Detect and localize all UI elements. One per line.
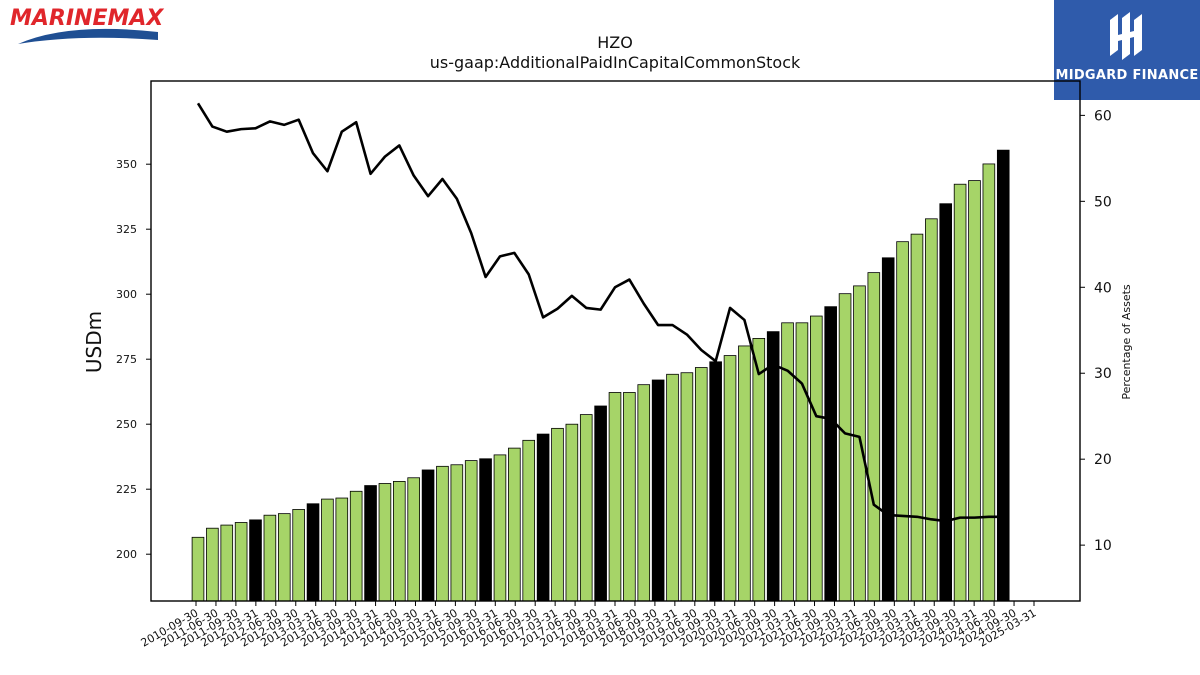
midgard-finance-logo-text: MIDGARD FINANCE xyxy=(1055,68,1199,83)
bar-2012-03-31 xyxy=(277,513,291,602)
bar-2024-09-30 xyxy=(996,149,1010,602)
chart-title: HZO xyxy=(597,33,633,52)
line-series xyxy=(196,102,1004,523)
bar-series xyxy=(191,149,1010,602)
bar-2014-03-31 xyxy=(393,480,406,602)
bar-2014-06-30 xyxy=(407,477,420,602)
bar-2021-09-30 xyxy=(824,306,837,602)
bar-2013-03-31 xyxy=(335,497,349,602)
bar-2016-09-30 xyxy=(536,433,550,602)
y2-axis-ticks: 10 20 30 40 50 60 xyxy=(1080,108,1112,554)
y-axis-ticks: 200 225 250 275 300 325 350 xyxy=(116,158,151,561)
bar-2015-12-31 xyxy=(493,454,507,602)
bar-2013-12-31 xyxy=(378,483,392,602)
x-axis-ticks: 2010-09-302011-06-302011-09-302012-03-31… xyxy=(139,601,1039,650)
y-tick-label: 275 xyxy=(116,353,137,366)
bar-2012-12-31 xyxy=(321,498,334,602)
bar-2012-09-30 xyxy=(306,503,320,602)
y-tick-label: 300 xyxy=(116,288,137,301)
y2-axis-label: Percentage of Assets xyxy=(1120,284,1133,400)
y2-tick-label: 50 xyxy=(1094,194,1112,210)
bar-2012-06-30 xyxy=(292,509,305,602)
bar-2016-06-30 xyxy=(522,439,536,602)
bar-2019-09-30 xyxy=(709,361,722,602)
bar-2013-09-30 xyxy=(364,485,377,602)
chart-subtitle: us-gaap:AdditionalPaidInCapitalCommonSto… xyxy=(429,53,801,72)
bar-2015-06-30 xyxy=(464,460,478,602)
bar-2011-06-30 xyxy=(234,522,248,602)
bar-2016-12-31 xyxy=(551,427,564,602)
y2-tick-label: 20 xyxy=(1094,452,1112,468)
bar-2020-12-31 xyxy=(781,322,794,602)
bar-2018-03-31 xyxy=(623,392,636,602)
bar-2021-03-31 xyxy=(795,322,809,602)
bar-2010-09-30 xyxy=(191,536,205,602)
bar-2017-03-31 xyxy=(565,423,579,602)
bar-2022-12-31 xyxy=(896,241,909,602)
y-tick-label: 225 xyxy=(116,483,137,496)
bar-2023-12-31 xyxy=(953,183,967,602)
bar-2022-06-30 xyxy=(867,272,881,602)
y-tick-label: 325 xyxy=(116,223,137,236)
y-tick-label: 250 xyxy=(116,418,137,431)
bar-2011-09-30 xyxy=(249,519,262,602)
bar-2017-09-30 xyxy=(594,405,607,602)
percentage-line xyxy=(196,102,1004,523)
y2-tick-label: 40 xyxy=(1094,280,1112,296)
bar-2023-09-30 xyxy=(939,203,953,602)
y2-tick-label: 30 xyxy=(1094,366,1112,382)
bar-2011-03-31 xyxy=(220,524,234,602)
bar-2020-03-31 xyxy=(738,345,751,602)
bar-2015-09-30 xyxy=(479,458,492,602)
bar-2023-03-31 xyxy=(910,233,924,602)
bar-2014-12-31 xyxy=(436,465,449,602)
bar-2018-06-30 xyxy=(637,384,651,602)
bar-2022-09-30 xyxy=(881,257,895,602)
bar-2017-12-31 xyxy=(608,392,622,602)
bar-2018-12-31 xyxy=(666,373,679,602)
bar-2018-09-30 xyxy=(651,379,665,602)
y2-tick-label: 60 xyxy=(1094,108,1112,124)
bar-2017-06-30 xyxy=(579,414,593,602)
y-tick-label: 350 xyxy=(116,158,137,171)
midgard-finance-logo: MIDGARD FINANCE xyxy=(1054,0,1200,100)
bar-2013-06-30 xyxy=(349,490,363,602)
bar-2019-06-30 xyxy=(694,367,708,602)
bar-2023-06-30 xyxy=(925,218,938,602)
bar-2015-03-31 xyxy=(450,464,464,602)
bar-2019-03-31 xyxy=(680,372,694,602)
bar-2016-03-31 xyxy=(508,447,521,602)
y-tick-label: 200 xyxy=(116,548,137,561)
marinemax-logo: MARINEMAX xyxy=(10,6,164,44)
y-axis-label: USDm xyxy=(82,311,106,373)
bar-2024-03-31 xyxy=(968,180,981,602)
midgard-logo-icon xyxy=(1110,12,1142,60)
bar-2021-12-31 xyxy=(838,293,852,602)
bar-2020-09-30 xyxy=(766,331,780,602)
bar-2024-06-30 xyxy=(982,163,996,602)
bar-2019-12-31 xyxy=(723,355,737,602)
y2-tick-label: 10 xyxy=(1094,538,1112,554)
marinemax-logo-text: MARINEMAX xyxy=(10,6,164,31)
bar-2011-12-31 xyxy=(263,514,277,602)
bar-2022-03-31 xyxy=(853,285,866,602)
bar-2014-09-30 xyxy=(421,469,435,602)
bar-2020-06-30 xyxy=(752,337,766,602)
bar-2021-06-30 xyxy=(810,315,823,602)
bar-2010-12-31 xyxy=(206,527,219,602)
